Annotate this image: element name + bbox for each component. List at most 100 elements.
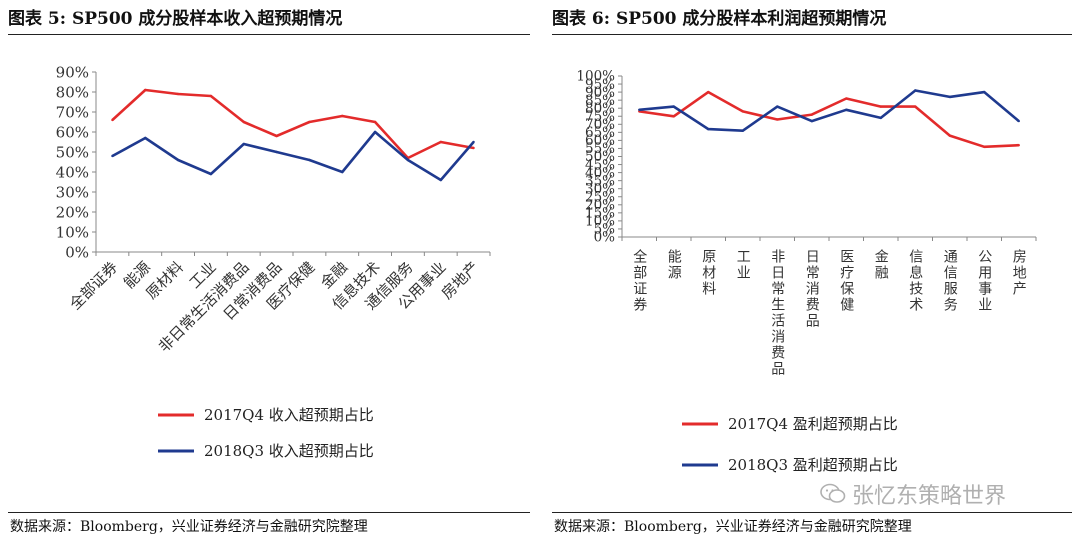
series-point-blue — [638, 108, 641, 112]
y-tick-label: 35% — [585, 173, 615, 189]
y-tick-label: 25% — [585, 189, 615, 205]
x-category-label: 工业 — [735, 249, 751, 281]
chart-5-source: 数据来源：Bloomberg，兴业证券经济与金融研究院整理 — [10, 519, 368, 535]
chart-6-title: 图表 6: SP500 成分股样本利润超预期情况 — [552, 9, 887, 29]
series-point-red — [983, 145, 986, 149]
y-tick-label: 65% — [585, 125, 615, 141]
y-tick-label: 40% — [56, 163, 89, 181]
series-point-blue — [275, 150, 278, 154]
series-point-blue — [707, 127, 710, 131]
x-category-label: 非日常生活消费品 — [769, 249, 785, 377]
series-point-red — [209, 94, 213, 98]
series-point-blue — [914, 89, 917, 92]
series-point-red — [914, 105, 917, 108]
series-point-red — [242, 120, 245, 124]
series-point-blue — [242, 142, 245, 146]
chart-5-title: 图表 5: SP500 成分股样本收入超预期情况 — [8, 9, 343, 29]
x-category-label: 信息技术 — [907, 249, 923, 313]
y-tick-label: 20% — [585, 198, 615, 214]
legend-label-blue: 2018Q3 盈利超预期占比 — [728, 456, 898, 474]
divider-top-left — [8, 34, 530, 35]
series-point-red — [144, 88, 147, 92]
series-point-red — [741, 110, 744, 113]
y-tick-label: 0% — [65, 243, 89, 261]
x-category-label: 房地产 — [438, 258, 483, 303]
y-tick-label: 40% — [585, 165, 615, 181]
x-category-label: 全部证券 — [66, 258, 121, 313]
series-point-blue — [176, 158, 180, 162]
series-line-red — [111, 88, 474, 160]
y-tick-label: 55% — [585, 141, 615, 157]
series-point-red — [948, 134, 951, 137]
watermark-text: 张忆东策略世界 — [852, 484, 1007, 509]
series-line-red — [639, 90, 1019, 149]
series-point-red — [373, 120, 377, 124]
series-point-red — [472, 146, 475, 150]
wechat-icon — [820, 483, 846, 503]
series-point-blue — [845, 108, 848, 112]
y-tick-label: 30% — [585, 181, 615, 197]
y-tick-label: 0% — [594, 230, 616, 246]
series-point-blue — [308, 158, 311, 162]
series-point-blue — [741, 129, 744, 132]
x-category-label: 原材料 — [700, 249, 716, 297]
series-point-red — [439, 140, 442, 144]
series-point-red — [776, 118, 779, 121]
series-line-blue — [111, 130, 475, 182]
series-point-red — [308, 120, 311, 124]
y-tick-label: 100% — [576, 69, 615, 85]
series-point-blue — [472, 140, 475, 144]
series-point-blue — [144, 136, 147, 140]
y-tick-label: 20% — [56, 203, 89, 221]
series-point-blue — [983, 90, 986, 94]
series-point-blue — [1017, 119, 1020, 123]
y-tick-label: 70% — [585, 117, 615, 133]
series-point-red — [879, 105, 882, 108]
series-point-blue — [810, 119, 813, 123]
x-category-label: 原材料 — [142, 258, 187, 303]
legend-label-blue: 2018Q3 收入超预期占比 — [204, 442, 374, 460]
x-category-label: 能源 — [666, 249, 682, 281]
y-tick-label: 75% — [585, 109, 615, 125]
series-point-red — [845, 97, 848, 100]
y-tick-label: 15% — [585, 206, 615, 222]
series-line-blue — [639, 89, 1020, 132]
series-point-red — [176, 92, 180, 96]
series-point-blue — [406, 158, 410, 162]
series-point-red — [707, 90, 710, 94]
y-tick-label: 70% — [56, 103, 89, 121]
series-point-red — [111, 118, 114, 122]
chart-6-source: 数据来源：Bloomberg，兴业证券经济与金融研究院整理 — [554, 519, 912, 535]
series-point-blue — [373, 130, 377, 134]
y-tick-label: 10% — [585, 214, 615, 230]
series-point-blue — [879, 116, 882, 120]
series-point-red — [341, 114, 344, 118]
y-tick-label: 80% — [56, 83, 89, 101]
y-tick-label: 50% — [56, 143, 89, 161]
y-tick-label: 50% — [585, 149, 615, 165]
series-point-red — [275, 134, 278, 138]
series-point-blue — [341, 170, 344, 174]
legend-label-red: 2017Q4 收入超预期占比 — [204, 406, 374, 424]
series-point-red — [810, 113, 813, 116]
y-tick-label: 45% — [585, 157, 615, 173]
series-point-blue — [209, 172, 213, 176]
watermark: 张忆东策略世界 — [820, 478, 1006, 510]
y-tick-label: 80% — [585, 101, 615, 117]
x-category-label: 公用事业 — [976, 249, 992, 313]
x-category-label: 金融 — [873, 249, 889, 281]
x-category-label: 医疗保健 — [838, 249, 854, 313]
divider-bottom-left — [8, 512, 530, 513]
series-point-blue — [111, 154, 114, 158]
divider-bottom-right — [552, 512, 1072, 513]
y-tick-label: 90% — [585, 85, 615, 101]
y-tick-label: 5% — [594, 222, 616, 238]
y-tick-label: 60% — [585, 133, 615, 149]
y-tick-label: 95% — [585, 77, 615, 93]
y-tick-label: 85% — [585, 93, 615, 109]
series-point-blue — [948, 95, 951, 99]
x-category-label: 全部证券 — [631, 248, 647, 313]
x-category-label: 通信服务 — [942, 249, 958, 313]
x-category-label: 日常消费品 — [804, 249, 820, 329]
